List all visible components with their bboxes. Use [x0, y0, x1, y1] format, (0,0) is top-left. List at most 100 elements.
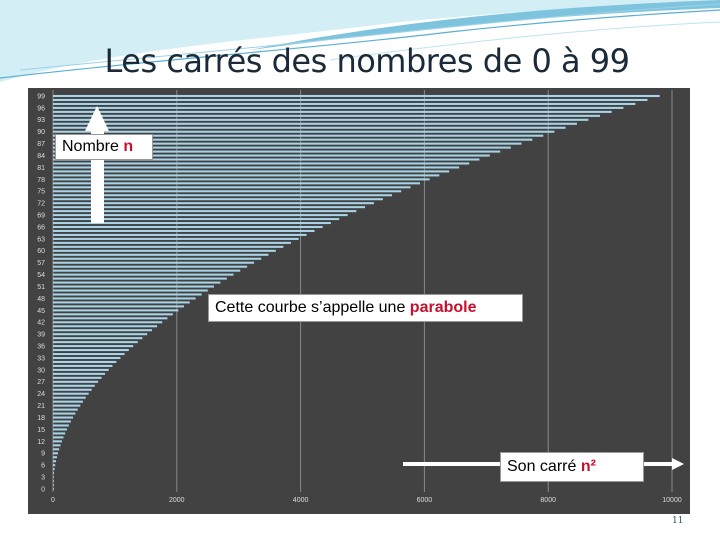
y-tick-label: 84 [37, 153, 45, 160]
y-tick-label: 99 [37, 93, 45, 100]
bar-n-27 [53, 380, 99, 383]
bar-n-44 [53, 313, 173, 316]
swoosh-line-2 [19, 3, 720, 71]
bar-n-98 [53, 98, 648, 102]
bar-n-11 [53, 444, 61, 447]
bar-n-9 [53, 452, 59, 455]
bar-n-75 [53, 190, 402, 193]
bar-n-47 [53, 301, 190, 304]
label-square: Son carré n² [500, 452, 644, 482]
bar-n-16 [53, 424, 69, 427]
y-tick-label: 93 [37, 117, 45, 124]
y-tick-label: 9 [41, 451, 45, 458]
bar-n-5 [53, 468, 55, 471]
bar-n-71 [53, 206, 366, 209]
y-tick-label: 54 [37, 272, 45, 279]
y-tick-label: 87 [37, 141, 45, 148]
swoosh-line-3 [329, 21, 720, 61]
bar-n-26 [53, 384, 95, 387]
bar-n-43 [53, 317, 168, 320]
bar-n-33 [53, 356, 121, 360]
bar-n-30 [53, 368, 109, 371]
bar-n-54 [53, 273, 234, 276]
bar-n-24 [53, 392, 89, 395]
bar-n-63 [53, 237, 299, 240]
bar-n-39 [53, 333, 148, 336]
y-tick-label: 63 [37, 236, 45, 243]
y-tick-label: 69 [37, 212, 45, 219]
bar-n-14 [53, 432, 66, 435]
bar-n-76 [53, 186, 411, 189]
bar-n-82 [53, 162, 470, 165]
y-tick-label: 42 [37, 320, 45, 327]
bar-n-37 [53, 341, 138, 344]
y-tick-label: 60 [37, 248, 45, 255]
slide-title: Les carrés des nombres de 0 à 99 [104, 42, 630, 80]
bar-n-29 [53, 372, 106, 375]
bar-n-31 [53, 364, 113, 367]
bar-n-86 [53, 146, 511, 149]
bar-n-89 [53, 134, 544, 137]
label-square-prefix: Son carré [507, 458, 581, 475]
swoosh-line-1 [0, 9, 720, 79]
bar-n-85 [53, 150, 501, 153]
bar-n-34 [53, 352, 125, 356]
y-tick-label: 78 [37, 177, 45, 184]
x-tick-label: 8000 [540, 497, 556, 504]
bar-n-1 [53, 483, 54, 487]
bar-n-7 [53, 460, 57, 463]
bar-n-38 [53, 337, 143, 340]
y-tick-label: 51 [37, 284, 45, 291]
y-tick-label: 39 [37, 332, 45, 339]
y-tick-label: 12 [37, 439, 45, 446]
bar-n-65 [53, 229, 315, 233]
bar-n-25 [53, 388, 92, 391]
label-number-n: Nombre n [55, 134, 153, 160]
bar-n-94 [53, 114, 600, 117]
bar-n-96 [53, 106, 624, 109]
y-tick-label: 66 [37, 224, 45, 231]
header-swoosh-decoration [0, 0, 720, 82]
bar-n-56 [53, 265, 248, 268]
y-tick-label: 3 [41, 474, 45, 481]
y-tick-label: 0 [41, 486, 45, 493]
y-tick-labels: 0369121518212427303336394245485154576063… [37, 93, 45, 493]
y-tick-label: 30 [37, 367, 45, 374]
bar-n-68 [53, 218, 340, 221]
bar-n-62 [53, 241, 291, 244]
bar-n-51 [53, 285, 215, 288]
bar-n-2 [53, 480, 54, 483]
y-tick-label: 81 [37, 165, 45, 172]
label-parabola: Cette courbe s’appelle une parabole [208, 294, 523, 322]
x-tick-label: 0 [51, 497, 55, 504]
bar-n-55 [53, 269, 241, 272]
bar-n-67 [53, 221, 331, 225]
bar-n-17 [53, 420, 71, 423]
y-tick-label: 75 [37, 189, 45, 196]
bar-n-10 [53, 448, 60, 451]
bar-n-79 [53, 174, 440, 177]
bar-n-6 [53, 464, 56, 467]
bar-n-53 [53, 277, 227, 280]
bar-n-80 [53, 170, 450, 173]
y-tick-label: 90 [37, 129, 45, 136]
label-parabola-prefix: Cette courbe s’appelle une [215, 299, 410, 316]
y-tick-label: 36 [37, 343, 45, 350]
y-tick-label: 33 [37, 355, 45, 362]
bar-n-0 [53, 487, 54, 491]
bar-n-28 [53, 376, 102, 379]
bar-n-97 [53, 102, 636, 105]
y-tick-label: 21 [37, 403, 45, 410]
y-tick-label: 27 [37, 379, 45, 386]
bar-n-66 [53, 225, 323, 229]
bar-n-49 [53, 293, 202, 296]
label-number-n-highlight: n [123, 138, 134, 155]
bar-n-84 [53, 154, 490, 157]
y-tick-label: 57 [37, 260, 45, 267]
bar-n-57 [53, 261, 255, 264]
bar-n-52 [53, 281, 221, 284]
bar-n-59 [53, 253, 269, 256]
bar-n-13 [53, 436, 64, 439]
bar-n-21 [53, 404, 81, 407]
